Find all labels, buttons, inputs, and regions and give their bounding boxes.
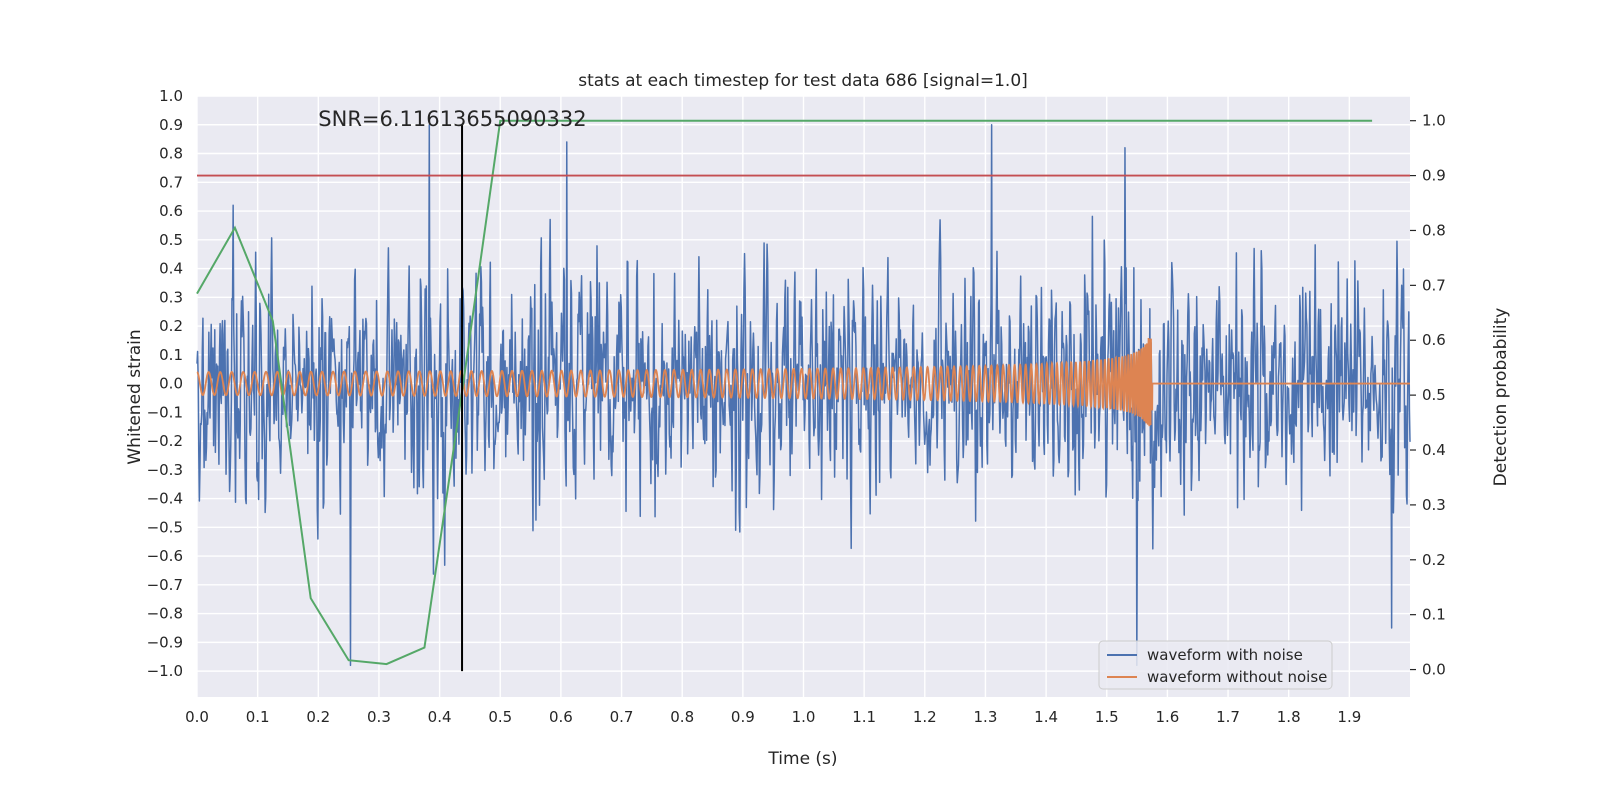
y-left-tick-label: −1.0 xyxy=(147,662,183,680)
series-waveform-with-noise xyxy=(196,124,1411,667)
y-left-tick-label: −0.2 xyxy=(147,432,183,450)
x-tick-label: 0.3 xyxy=(367,708,391,726)
y-left-tick-label: −0.1 xyxy=(147,403,183,421)
y-left-tick-label: 1.0 xyxy=(159,87,183,105)
snr-annotation: SNR=6.11613655090332 xyxy=(318,107,586,131)
y-right-tick-labels: 0.0 0.1 0.2 0.3 0.4 0.5 0.6 0.7 0.8 0.9 1.0 xyxy=(1410,112,1446,679)
legend-box xyxy=(1098,640,1333,690)
legend-label-waveform-without-noise: waveform without noise xyxy=(1147,668,1327,686)
y-right-tick-label: 0.7 xyxy=(1422,276,1446,294)
x-tick-label: 1.1 xyxy=(852,708,876,726)
x-tick-label: 0.4 xyxy=(428,708,452,726)
x-tick-label: 1.9 xyxy=(1337,708,1361,726)
y-right-tick-label: 0.1 xyxy=(1422,606,1446,624)
y-right-tick-label: 0.0 xyxy=(1422,661,1446,679)
x-tick-label: 1.0 xyxy=(792,708,816,726)
y-left-axis-label: Whitened strain xyxy=(125,329,145,464)
y-left-tick-label: −0.6 xyxy=(147,547,183,565)
y-right-tick-label: 0.4 xyxy=(1422,441,1446,459)
y-left-tick-labels: −1.0 −0.9 −0.8 −0.7 −0.6 −0.5 −0.4 −0.3 −0.2 −0.1… xyxy=(147,87,183,680)
x-tick-label: 1.2 xyxy=(913,708,937,726)
x-tick-label: 0.0 xyxy=(185,708,209,726)
detection-probability-line xyxy=(196,119,1373,666)
waveform-with-noise-line xyxy=(196,124,1411,667)
x-tick-label: 1.4 xyxy=(1034,708,1058,726)
x-tick-label: 0.6 xyxy=(549,708,573,726)
y-left-tick-label: −0.4 xyxy=(147,490,183,508)
x-tick-label: 0.8 xyxy=(670,708,694,726)
y-right-tick-label: 0.9 xyxy=(1422,167,1446,185)
y-right-tick-label: 0.6 xyxy=(1422,331,1446,349)
y-left-tick-label: 0.0 xyxy=(159,375,183,393)
y-right-tick-label: 0.3 xyxy=(1422,496,1446,514)
y-left-tick-label: −0.8 xyxy=(147,605,183,623)
x-tick-label: 0.2 xyxy=(306,708,330,726)
x-tick-label: 0.9 xyxy=(731,708,755,726)
y-left-tick-label: −0.5 xyxy=(147,518,183,536)
series-waveform-without-noise xyxy=(196,337,1410,427)
y-left-tick-label: 0.7 xyxy=(159,173,183,191)
x-tick-labels: 0.0 0.1 0.2 0.3 0.4 0.5 0.6 0.7 0.8 0.9 1.0 1.1 1.2 1… xyxy=(185,708,1361,726)
x-tick-label: 1.5 xyxy=(1095,708,1119,726)
y-left-tick-label: 0.8 xyxy=(159,145,183,163)
y-left-tick-label: 0.1 xyxy=(159,346,183,364)
y-left-tick-label: −0.3 xyxy=(147,461,183,479)
series-detection-probability xyxy=(196,119,1373,666)
legend: waveform with noise waveform without noi… xyxy=(1098,640,1333,690)
x-tick-label: 0.1 xyxy=(246,708,270,726)
x-axis-label: Time (s) xyxy=(767,749,837,769)
x-tick-label: 1.6 xyxy=(1155,708,1179,726)
x-tick-label: 1.7 xyxy=(1216,708,1240,726)
y-left-tick-label: 0.6 xyxy=(159,202,183,220)
y-right-tick-label: 0.2 xyxy=(1422,551,1446,569)
y-left-tick-label: −0.7 xyxy=(147,576,183,594)
legend-label-waveform-with-noise: waveform with noise xyxy=(1147,646,1303,664)
x-tick-label: 1.3 xyxy=(974,708,998,726)
y-left-tick-label: 0.5 xyxy=(159,231,183,249)
x-tick-label: 0.7 xyxy=(610,708,634,726)
y-left-tick-label: 0.2 xyxy=(159,317,183,335)
y-right-tick-label: 1.0 xyxy=(1422,112,1446,130)
y-left-tick-label: −0.9 xyxy=(147,633,183,651)
x-tick-label: 0.5 xyxy=(488,708,512,726)
y-left-tick-label: 0.4 xyxy=(159,260,183,278)
y-right-tick-label: 0.5 xyxy=(1422,386,1446,404)
y-right-axis-label: Detection probability xyxy=(1491,308,1511,487)
y-right-tick-label: 0.8 xyxy=(1422,221,1446,239)
y-left-tick-label: 0.3 xyxy=(159,288,183,306)
waveform-without-noise-line xyxy=(196,337,1410,427)
chart-title: stats at each timestep for test data 686… xyxy=(578,71,1028,91)
x-tick-label: 1.8 xyxy=(1277,708,1301,726)
y-left-tick-label: 0.9 xyxy=(159,116,183,134)
